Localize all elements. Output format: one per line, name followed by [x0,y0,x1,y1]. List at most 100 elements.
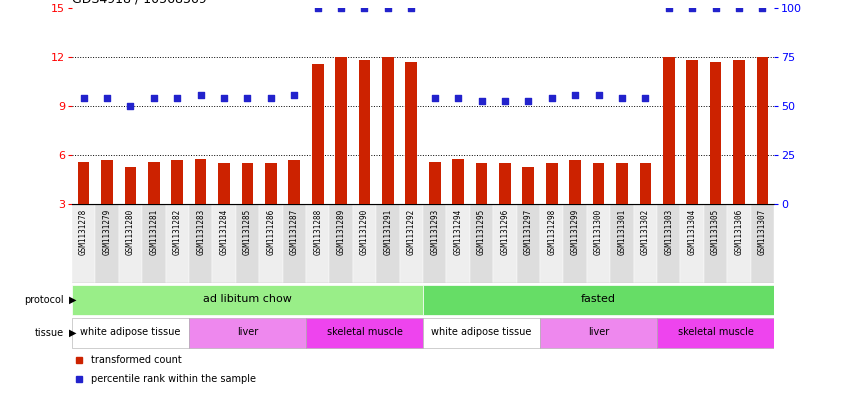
Bar [382,57,393,204]
Bar [587,204,610,283]
Text: GSM1131292: GSM1131292 [407,208,415,255]
Text: GSM1131283: GSM1131283 [196,208,205,255]
Bar [189,204,212,283]
Bar [353,204,376,283]
Point [404,5,418,11]
Bar [634,204,657,283]
Bar [423,318,540,348]
Bar [376,204,399,283]
Point [240,95,254,101]
Point [170,95,184,101]
Text: GSM1131299: GSM1131299 [571,208,580,255]
Bar [329,204,353,283]
Text: GSM1131302: GSM1131302 [641,208,650,255]
Bar [493,204,517,283]
Bar [499,163,511,204]
Text: GSM1131290: GSM1131290 [360,208,369,255]
Point [569,92,582,98]
Text: ▶: ▶ [69,328,77,338]
Bar [142,204,166,283]
Text: GSM1131298: GSM1131298 [547,208,556,255]
Bar [212,204,236,283]
Text: GSM1131303: GSM1131303 [664,208,673,255]
Bar [124,167,136,204]
Bar [359,60,371,204]
Bar [657,318,774,348]
Bar [563,204,587,283]
Bar [750,204,774,283]
Bar [118,204,142,283]
Point [147,95,161,101]
Point [77,95,91,101]
Point [475,98,488,104]
Bar [72,285,423,315]
Bar [423,204,447,283]
Bar [242,163,253,204]
Text: ad libitum chow: ad libitum chow [203,294,292,304]
Point [709,5,722,11]
Text: GSM1131280: GSM1131280 [126,208,135,255]
Bar [172,160,183,204]
Bar [640,163,651,204]
Text: fasted: fasted [581,294,616,304]
Point [591,92,605,98]
Bar [475,163,487,204]
Text: transformed count: transformed count [91,354,182,365]
Text: GSM1131304: GSM1131304 [688,208,696,255]
Bar [663,57,674,204]
Bar [288,160,300,204]
Point [288,92,301,98]
Point [428,95,442,101]
Text: GSM1131300: GSM1131300 [594,208,603,255]
Bar [540,204,563,283]
Bar [265,163,277,204]
Point [217,95,231,101]
Bar [616,163,628,204]
Bar [733,60,744,204]
Bar [686,60,698,204]
Bar [546,163,558,204]
Bar [148,162,160,204]
Bar [423,285,774,315]
Text: GSM1131287: GSM1131287 [290,208,299,255]
Point [124,103,137,109]
Text: GSM1131295: GSM1131295 [477,208,486,255]
Text: GSM1131288: GSM1131288 [313,208,322,255]
Text: GSM1131297: GSM1131297 [524,208,533,255]
Point [194,92,207,98]
Point [334,5,348,11]
Text: GSM1131284: GSM1131284 [220,208,228,255]
Bar [517,204,540,283]
Text: GSM1131307: GSM1131307 [758,208,766,255]
Text: skeletal muscle: skeletal muscle [678,327,754,338]
Bar [593,163,604,204]
Bar [335,57,347,204]
Text: GSM1131306: GSM1131306 [734,208,744,255]
Text: GSM1131282: GSM1131282 [173,208,182,255]
Bar [470,204,493,283]
Text: protocol: protocol [24,295,63,305]
Text: GSM1131301: GSM1131301 [618,208,626,255]
Bar [78,162,90,204]
Text: white adipose tissue: white adipose tissue [431,327,531,338]
Bar [569,160,581,204]
Point [452,95,465,101]
Text: skeletal muscle: skeletal muscle [327,327,403,338]
Text: GSM1131291: GSM1131291 [383,208,393,255]
Bar [306,204,329,283]
Text: GSM1131279: GSM1131279 [102,208,112,255]
Text: liver: liver [588,327,609,338]
Bar [259,204,283,283]
Bar [447,204,470,283]
Bar [399,204,423,283]
Bar [312,64,323,204]
Bar [195,158,206,204]
Point [733,5,746,11]
Text: ▶: ▶ [69,295,77,305]
Point [311,5,325,11]
Text: GSM1131285: GSM1131285 [243,208,252,255]
Point [755,5,769,11]
Point [685,5,699,11]
Bar [728,204,750,283]
Bar [166,204,189,283]
